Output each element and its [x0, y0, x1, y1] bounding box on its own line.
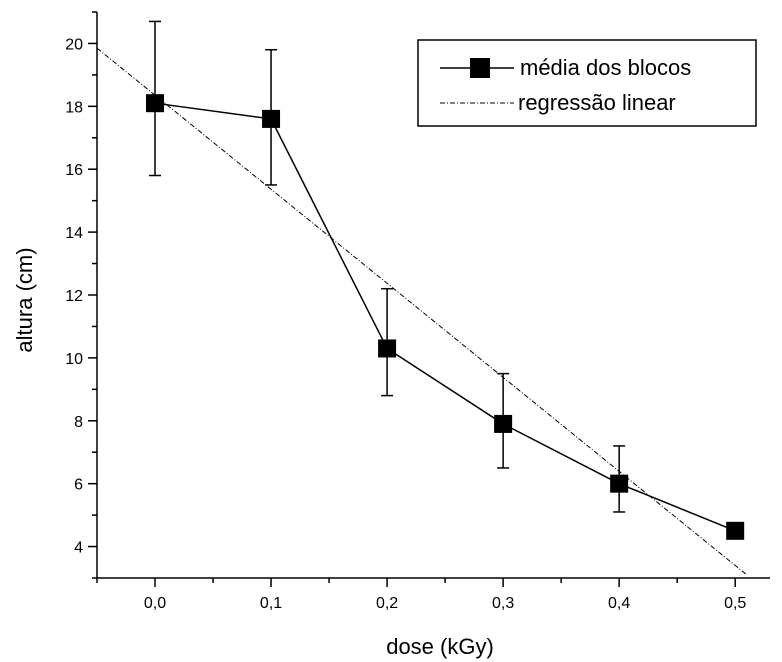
mean-point — [378, 339, 397, 358]
x-tick-label: 0,0 — [144, 595, 166, 612]
y-tick-label: 18 — [65, 99, 83, 116]
ticks — [88, 11, 736, 587]
regression-series — [96, 47, 748, 576]
x-tick-label: 0,5 — [724, 595, 746, 612]
y-tick-label: 14 — [65, 225, 83, 242]
x-axis-title: dose (kGy) — [386, 634, 494, 659]
legend-label-regression: regressão linear — [518, 90, 676, 115]
mean-point — [494, 414, 513, 433]
mean-line — [154, 102, 736, 532]
legend: média dos blocos regressão linear — [417, 39, 757, 127]
mean-point — [726, 521, 745, 540]
regression-line — [96, 47, 748, 576]
x-tick-label: 0,1 — [260, 595, 282, 612]
y-tick-label: 16 — [65, 162, 83, 179]
tick-labels: 4 6 8 10 12 14 16 18 20 0,0 0,1 0,2 0,3 0,4 0,5 — [65, 36, 746, 612]
x-tick-label: 0,3 — [492, 595, 514, 612]
mean-point — [146, 94, 165, 113]
legend-square-mean — [470, 58, 490, 78]
mean-point — [262, 109, 281, 128]
y-axis-title: altura (cm) — [12, 247, 37, 352]
x-tick-label: 0,2 — [376, 595, 398, 612]
y-tick-label: 12 — [65, 288, 83, 305]
y-tick-label: 4 — [74, 540, 83, 557]
mean-series — [146, 94, 745, 540]
y-tick-label: 10 — [65, 351, 83, 368]
x-tick-label: 0,4 — [608, 595, 630, 612]
y-tick-label: 6 — [74, 477, 83, 494]
mean-point — [610, 474, 629, 493]
y-tick-label: 20 — [65, 36, 83, 53]
y-tick-label: 8 — [74, 414, 83, 431]
legend-box — [417, 39, 757, 127]
legend-label-mean: média dos blocos — [520, 55, 691, 80]
